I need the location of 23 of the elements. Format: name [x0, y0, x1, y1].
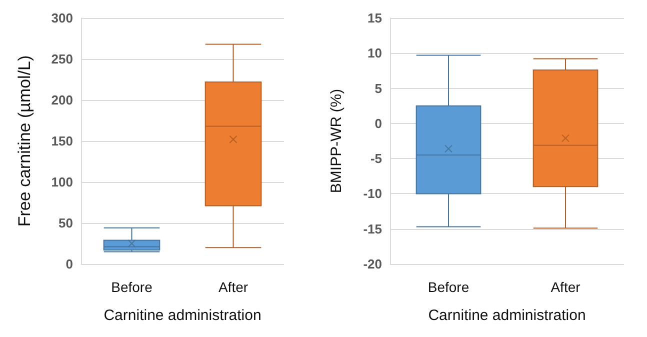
y-tick-label: -20	[363, 256, 382, 272]
y-tick-label: 0	[66, 256, 73, 272]
y-tick-label: 100	[51, 174, 73, 190]
y-tick-label: 10	[368, 46, 382, 61]
y-tick-label: 5	[374, 80, 382, 96]
y-tick-label: 15	[368, 10, 382, 26]
y-tick-label: -10	[363, 186, 382, 202]
y-tick-label: 200	[51, 92, 73, 108]
y-axis-title: Free carnitine (µmol/L)	[15, 55, 34, 227]
y-tick-label: 0	[374, 116, 382, 131]
x-tick-label: After	[218, 279, 248, 295]
y-tick-label: 150	[51, 134, 73, 148]
y-tick-label: 50	[58, 216, 73, 230]
y-tick-label: -15	[363, 221, 382, 236]
x-tick-label: Before	[428, 279, 470, 295]
x-axis-title: Carnitine administration	[428, 307, 586, 324]
x-axis-title: Carnitine administration	[104, 307, 262, 324]
y-tick-label: 300	[51, 10, 73, 26]
y-tick-label: -5	[370, 151, 382, 166]
y-tick-label: 250	[51, 52, 73, 66]
x-tick-label: Before	[111, 279, 153, 295]
y-axis-title: BMIPP-WR (%)	[328, 88, 345, 194]
x-tick-label: After	[550, 279, 581, 295]
